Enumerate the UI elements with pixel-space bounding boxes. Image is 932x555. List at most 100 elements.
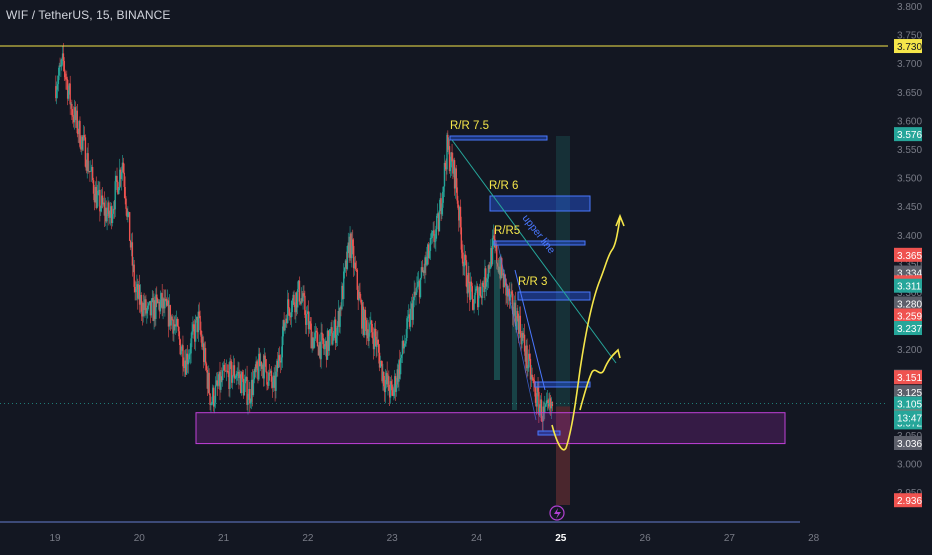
candle-body	[64, 71, 66, 78]
candle-body	[294, 304, 296, 313]
price-badge-3730[interactable]	[894, 39, 922, 54]
inner-trend-line[interactable]	[514, 269, 546, 391]
candle-body	[203, 348, 206, 362]
candle-body	[403, 345, 405, 349]
candle-body	[515, 321, 517, 330]
lightning-icon[interactable]	[549, 505, 565, 521]
candle-body	[422, 270, 424, 273]
candle-body	[118, 187, 120, 195]
candle-body	[357, 289, 359, 301]
upper-trend-line[interactable]	[451, 139, 617, 364]
candle-body	[327, 330, 330, 351]
candle-body	[423, 270, 425, 273]
candle-body	[149, 301, 152, 316]
candle-body	[484, 268, 486, 292]
candle-body	[72, 116, 75, 123]
projection-path-low[interactable]	[579, 351, 617, 411]
candle-body	[139, 294, 142, 305]
candle-body	[169, 305, 172, 326]
rr-zone-box[interactable]	[493, 240, 586, 246]
candle-body	[385, 372, 387, 380]
candle-body	[438, 210, 441, 232]
candle-body	[408, 314, 410, 318]
candle-body	[223, 364, 226, 371]
candle-body	[337, 311, 340, 326]
candle-body	[310, 323, 312, 349]
candle-body	[439, 198, 441, 211]
candle-body	[259, 353, 261, 367]
candle-body	[258, 353, 260, 380]
candle-body	[280, 357, 283, 363]
candle-body	[549, 398, 552, 409]
candle-body	[421, 267, 424, 273]
candle-body	[450, 152, 452, 168]
candle-body	[244, 379, 246, 384]
candle-body	[448, 146, 451, 172]
rr-zone-box[interactable]	[517, 291, 591, 301]
candle-body	[84, 137, 87, 167]
candle-body	[354, 262, 357, 270]
support-zone[interactable]	[195, 412, 786, 445]
candle-body	[522, 332, 524, 338]
candle-body	[215, 380, 218, 386]
candle-body	[105, 207, 107, 222]
x-axis-tick: 24	[471, 533, 483, 544]
candle-body	[265, 359, 267, 372]
price-badge-label: 3.311	[897, 282, 922, 293]
candle-body	[503, 274, 506, 288]
candle-body	[463, 254, 466, 266]
candle-body	[61, 53, 64, 59]
candle-body	[114, 181, 116, 210]
candle-body	[477, 286, 479, 308]
rr-zone-box[interactable]	[489, 195, 591, 212]
candle-body	[266, 371, 268, 385]
candle-body	[444, 162, 447, 167]
candle-body	[153, 300, 155, 321]
candle-body	[419, 277, 422, 298]
candle-body	[351, 239, 353, 259]
candle-body	[437, 213, 440, 232]
candle-body	[333, 331, 335, 341]
candle-body	[510, 291, 512, 296]
candle-body	[485, 268, 487, 287]
rr-zone-box[interactable]	[534, 381, 591, 388]
inner-trend-line[interactable]	[497, 244, 537, 421]
candle-body	[125, 198, 127, 209]
rr-zone-box[interactable]	[449, 135, 548, 141]
candle-body	[251, 379, 254, 395]
candle-body	[292, 294, 294, 301]
candle-body	[235, 375, 237, 378]
candle-body	[124, 186, 126, 199]
candle-body	[388, 390, 391, 398]
candle-body	[498, 266, 500, 273]
candle-body	[533, 380, 535, 384]
candle-body	[436, 213, 439, 216]
candle-body	[516, 310, 518, 330]
x-axis-tick: 22	[302, 533, 314, 544]
candle-body	[71, 103, 73, 116]
candle-body	[367, 329, 369, 342]
candle-body	[387, 376, 389, 385]
rr-zone-box[interactable]	[537, 430, 561, 436]
candle-body	[173, 324, 175, 334]
candle-body	[395, 384, 398, 392]
candle-body	[393, 388, 395, 396]
candle-body	[284, 323, 286, 331]
price-badge	[894, 296, 922, 311]
candle-body	[89, 170, 91, 172]
drawings-layer[interactable]: R/R 7.5 R/R 6 R/R5 R/R 3 upper line	[0, 45, 888, 521]
candle-body	[147, 305, 149, 311]
price-badge-label: 3.365	[897, 251, 922, 262]
candle-body	[144, 299, 146, 310]
candle-body	[155, 294, 157, 319]
candle-body	[274, 375, 276, 391]
candle-body	[468, 272, 470, 284]
candle-body	[298, 280, 301, 302]
candle-body	[526, 345, 528, 369]
candle-body	[459, 206, 462, 228]
candle-body	[283, 320, 285, 331]
projection-path-high[interactable]	[551, 217, 621, 451]
candle-body	[407, 317, 409, 319]
